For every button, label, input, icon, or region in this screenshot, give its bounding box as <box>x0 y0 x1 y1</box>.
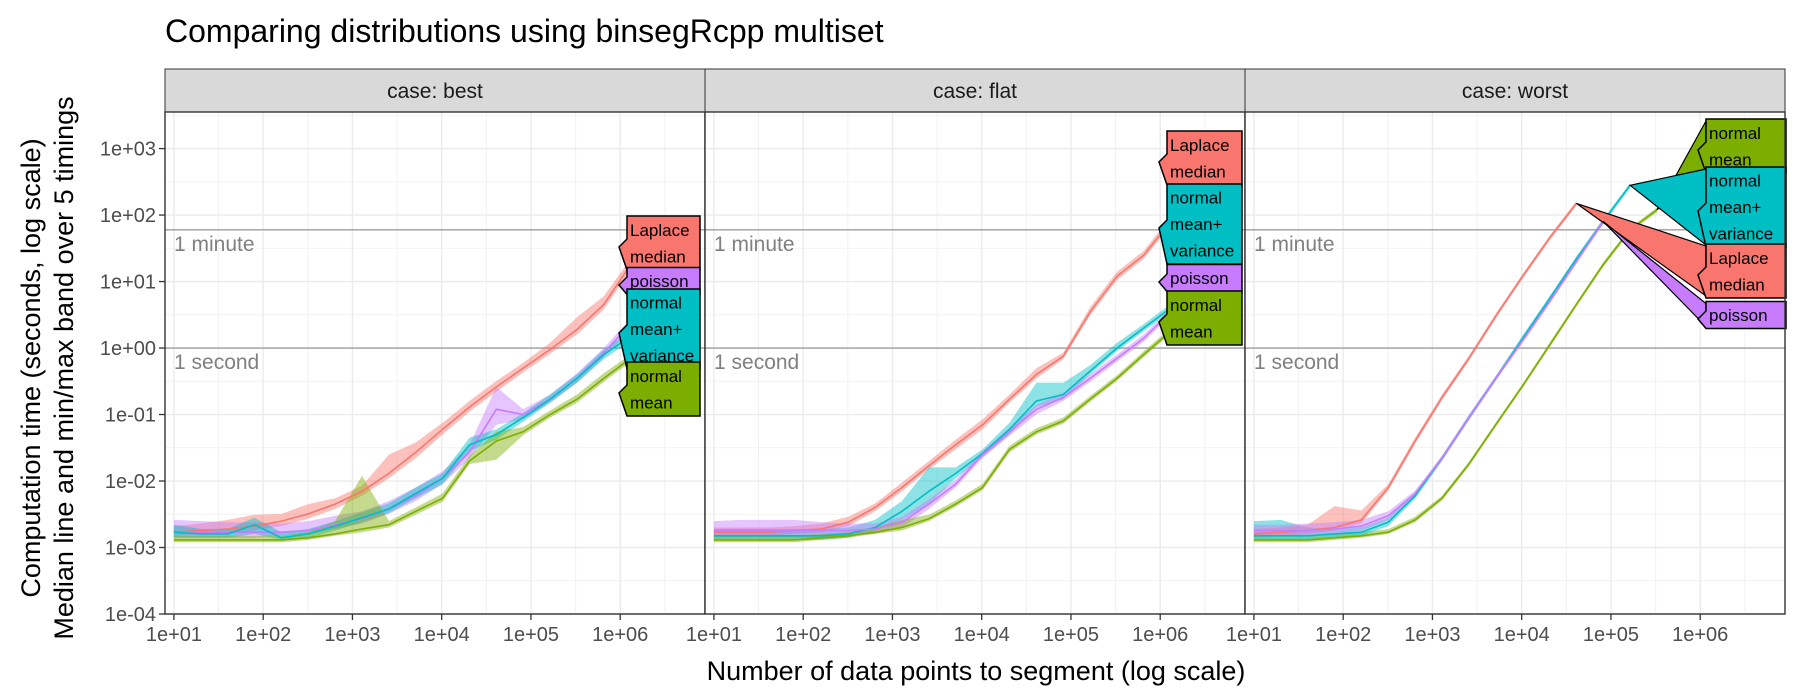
panels-layer: case: best 1 minute 1 second Laplace median p… <box>164 68 1787 615</box>
x-tick-label: 1e+01 <box>686 624 742 646</box>
series-label-text: poisson <box>630 272 689 291</box>
panel-border <box>1244 111 1786 615</box>
line-normal_mean <box>173 357 632 541</box>
label-box <box>1696 300 1787 330</box>
line-mean_variance <box>173 335 632 539</box>
series-label-text: mean+ <box>1709 198 1762 217</box>
x-axis: 1e+01 1e+02 1e+03 1e+04 1e+05 1e+06 1e+01 1e+02… <box>146 614 1728 646</box>
line-normal_mean <box>1253 209 1658 541</box>
reference-line-label: 1 second <box>714 351 799 374</box>
series-label-laplace: Laplace median <box>1158 130 1243 186</box>
x-tick-label: 1e+02 <box>775 624 831 646</box>
series-label-text: mean <box>1170 322 1213 341</box>
series-label-normal_mean: normal mean <box>1158 290 1243 346</box>
plot-background <box>165 112 705 614</box>
series-label-text: Laplace <box>1170 136 1230 155</box>
reference-line-label: 1 second <box>1254 351 1339 374</box>
facet-panel-0: case: best 1 minute 1 second Laplace median p… <box>164 68 706 615</box>
series-label-poisson: poisson <box>1602 221 1787 330</box>
label-box <box>1158 290 1243 346</box>
x-tick-label: 1e+04 <box>414 624 470 646</box>
facet-strip-label: case: flat <box>933 80 1017 103</box>
y-tick-label: 1e+02 <box>100 205 156 227</box>
series-label-text: poisson <box>1709 306 1768 325</box>
x-tick-label: 1e+03 <box>1404 624 1460 646</box>
series-label-text: mean <box>630 393 673 412</box>
x-tick-label: 1e+01 <box>146 624 202 646</box>
series-label-normal_mean: normal mean <box>618 361 701 417</box>
facet-strip-label: case: worst <box>1462 80 1568 103</box>
x-tick-label: 1e+02 <box>1315 624 1371 646</box>
band-mean_variance <box>173 331 631 540</box>
y-axis-title-line-1: Computation time (seconds, log scale) <box>16 138 46 597</box>
series-label-text: normal <box>1709 172 1761 191</box>
x-tick-label: 1e+03 <box>324 624 380 646</box>
series-label-text: normal <box>1170 296 1222 315</box>
y-axis-title-line-2: Median line and min/max band over 5 timi… <box>49 96 79 639</box>
series-label-text: normal <box>630 294 682 313</box>
facet-strip <box>1244 68 1786 113</box>
series-label-text: median <box>630 247 686 266</box>
series-label-text: Laplace <box>630 221 690 240</box>
label-box <box>618 361 701 417</box>
x-tick-label: 1e+06 <box>592 624 648 646</box>
chart-title: Comparing distributions using binsegRcpp… <box>165 13 884 49</box>
y-tick-label: 1e-02 <box>105 471 156 493</box>
reference-line-label: 1 minute <box>174 233 255 256</box>
facet-strip-label: case: best <box>387 80 483 103</box>
series-label-text: mean <box>1709 150 1752 169</box>
series-label-text: variance <box>1709 225 1773 244</box>
x-tick-label: 1e+05 <box>1043 624 1099 646</box>
series-label-text: poisson <box>1170 269 1229 288</box>
x-tick-label: 1e+02 <box>235 624 291 646</box>
line-normal_mean <box>713 330 1172 541</box>
series-label-mean_variance: normal mean+ variance <box>1628 166 1787 248</box>
x-axis-title: Number of data points to segment (log sc… <box>707 656 1246 686</box>
x-tick-label: 1e+05 <box>1583 624 1639 646</box>
y-tick-label: 1e-03 <box>105 538 156 560</box>
series-label-text: normal <box>1170 189 1222 208</box>
series-label-text: normal <box>630 367 682 386</box>
grid <box>705 112 1245 615</box>
series-label-poisson: poisson <box>617 266 701 296</box>
reference-line-label: 1 minute <box>1254 233 1335 256</box>
series-label-text: Laplace <box>1709 249 1769 268</box>
line-poisson <box>1253 221 1604 532</box>
series-label-text: variance <box>630 347 694 366</box>
series-label-mean_variance: normal mean+ variance <box>618 288 701 370</box>
series-label-text: normal <box>1709 124 1761 143</box>
y-tick-label: 1e-01 <box>105 405 156 427</box>
series-label-text: median <box>1709 275 1765 294</box>
reference-line-label: 1 minute <box>714 233 795 256</box>
x-tick-label: 1e+06 <box>1132 624 1188 646</box>
facet-strip <box>704 68 1246 113</box>
reference-line-label: 1 second <box>174 351 259 374</box>
series-label-text: variance <box>1170 242 1234 261</box>
facet-panel-1: case: flat 1 minute 1 second Laplace median n… <box>704 68 1246 615</box>
y-tick-label: 1e+01 <box>100 272 156 294</box>
x-tick-label: 1e+05 <box>503 624 559 646</box>
series-label-text: mean+ <box>1170 215 1223 234</box>
series-label-mean_variance: normal mean+ variance <box>1158 183 1243 265</box>
facet-strip <box>164 68 706 113</box>
x-tick-label: 1e+04 <box>954 624 1010 646</box>
series-label-text: mean+ <box>630 320 683 339</box>
series-label-poisson: poisson <box>1157 263 1243 293</box>
band-poisson <box>713 308 1171 538</box>
x-tick-label: 1e+04 <box>1494 624 1550 646</box>
x-tick-label: 1e+01 <box>1226 624 1282 646</box>
y-axis: 1e-04 1e-03 1e-02 1e-01 1e+00 1e+01 1e+02 1e+03 <box>100 139 165 626</box>
y-tick-label: 1e-04 <box>105 604 156 626</box>
x-tick-label: 1e+06 <box>1672 624 1728 646</box>
line-mean_variance <box>713 307 1172 537</box>
y-tick-label: 1e+00 <box>100 338 156 360</box>
y-tick-label: 1e+03 <box>100 139 156 161</box>
x-tick-label: 1e+03 <box>864 624 920 646</box>
line-poisson <box>713 311 1172 532</box>
series-label-laplace: Laplace median <box>618 215 701 271</box>
label-box <box>1697 243 1787 299</box>
series-label-text: median <box>1170 162 1226 181</box>
